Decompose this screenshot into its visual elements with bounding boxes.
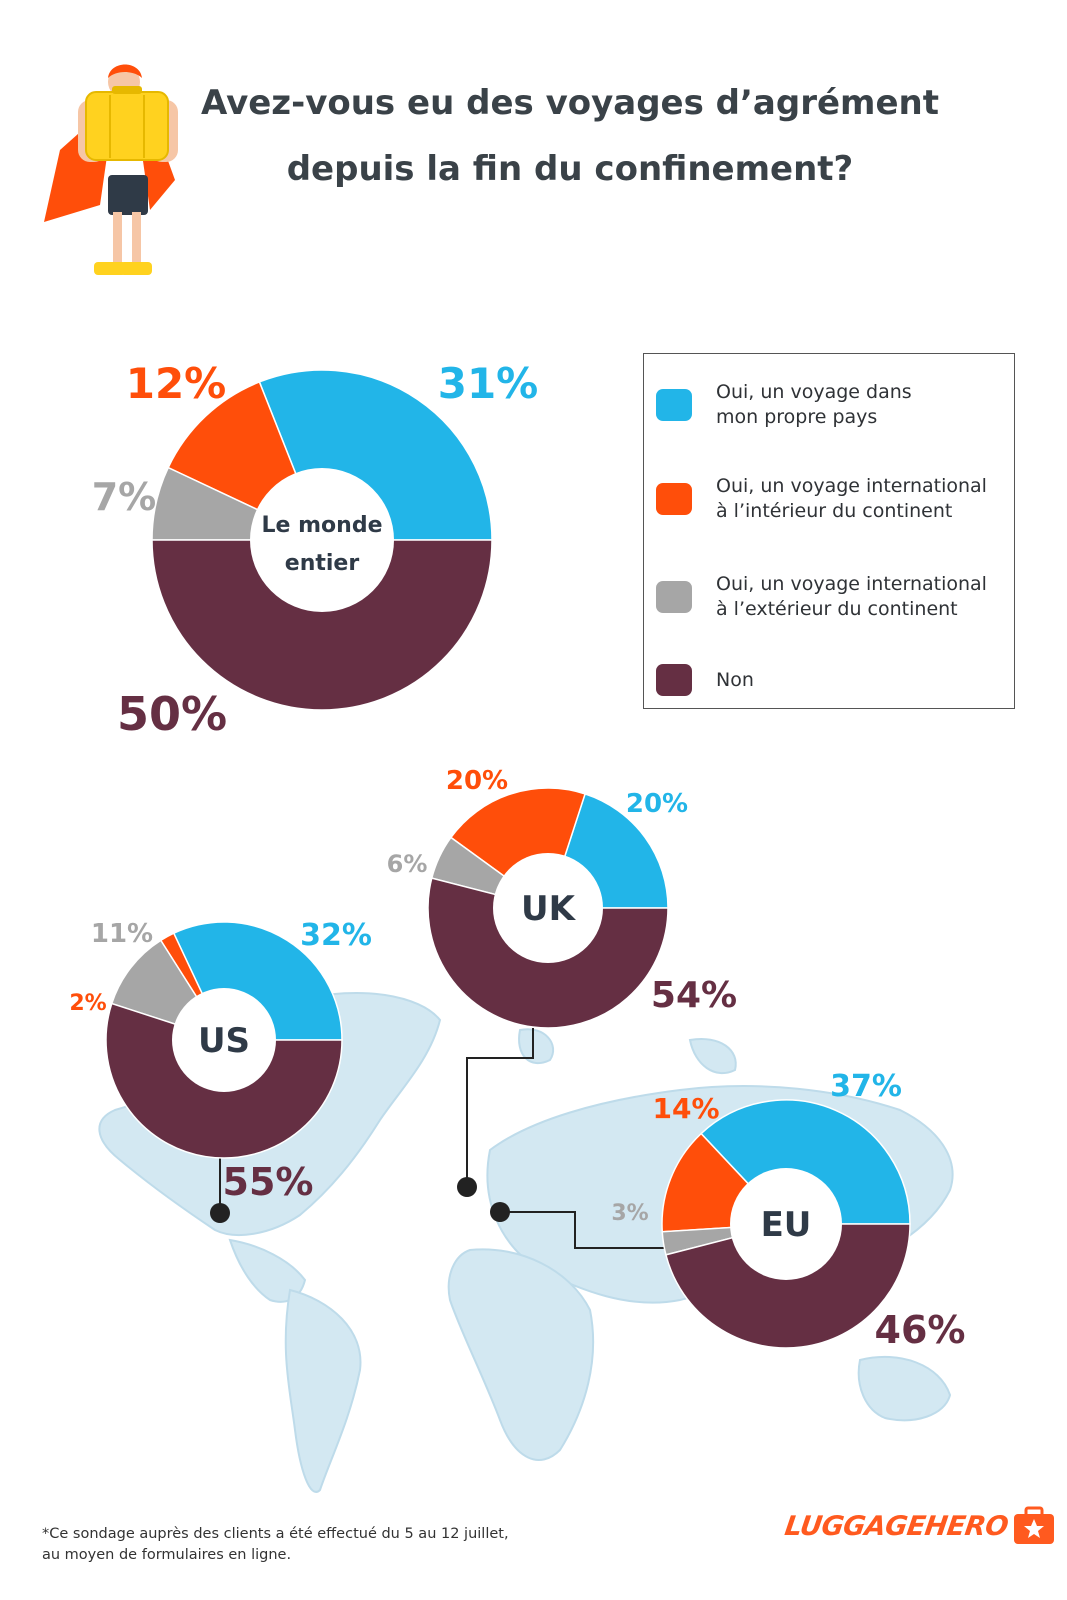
us-dot <box>210 1203 230 1223</box>
donut-center-label-uk: UK <box>521 889 577 929</box>
donut-us: US 32% 2% 11% 55% <box>69 918 372 1204</box>
donut-hole-le-monde-entier <box>250 468 394 612</box>
donut-le-monde-entier: Le monde entier 31% 12% 7% 50% <box>92 359 539 741</box>
value-label-le-monde-entier-no: 50% <box>117 687 227 741</box>
slice-eu-no <box>664 1223 911 1349</box>
donut-center-label-us: US <box>198 1021 250 1061</box>
connector-dots <box>210 1177 510 1223</box>
page-title: Avez-vous eu des voyages d’agrément depu… <box>180 70 960 202</box>
legend-label-no: Non <box>716 668 754 691</box>
slice-le-monde-entier-no <box>151 539 493 711</box>
legend: Oui, un voyage dans mon propre pays Oui,… <box>643 353 1015 709</box>
value-label-eu-outside-continent: 3% <box>611 1201 648 1226</box>
value-label-us-within-continent: 2% <box>69 991 106 1016</box>
donut-hole-uk <box>493 853 603 963</box>
legend-label-outside-continent: Oui, un voyage international à l’extérie… <box>716 573 987 620</box>
donut-hole-eu <box>730 1168 842 1280</box>
value-label-eu-domestic: 37% <box>830 1069 902 1104</box>
traveler-illustration <box>44 64 178 275</box>
title-line-1: Avez-vous eu des voyages d’agrément <box>200 83 939 123</box>
legend-item-domestic: Oui, un voyage dans mon propre pays <box>656 380 1016 430</box>
legend-swatch-outside-continent <box>656 581 692 613</box>
value-label-eu-within-continent: 14% <box>652 1092 719 1125</box>
uk-dot <box>457 1177 477 1197</box>
value-label-uk-outside-continent: 6% <box>387 850 428 878</box>
legend-swatch-no <box>656 664 692 696</box>
legend-item-no: Non <box>656 664 1016 696</box>
brand-logo: LUGGAGEHERO <box>782 1506 1056 1546</box>
donut-center-label-eu: EU <box>761 1205 812 1245</box>
slice-eu-domestic <box>700 1099 911 1225</box>
title-line-2: depuis la fin du confinement? <box>286 149 854 189</box>
value-label-le-monde-entier-within-continent: 12% <box>126 359 227 408</box>
legend-swatch-domestic <box>656 389 692 421</box>
value-label-uk-within-continent: 20% <box>446 766 508 796</box>
donut-eu: EU 37% 14% 3% 46% <box>611 1069 965 1352</box>
value-label-us-domestic: 32% <box>300 918 372 953</box>
value-label-uk-domestic: 20% <box>626 789 688 819</box>
legend-label-domestic: Oui, un voyage dans mon propre pays <box>716 381 912 428</box>
donut-uk: UK 20% 20% 6% 54% <box>387 766 737 1029</box>
eu-connector <box>500 1211 664 1249</box>
value-label-us-no: 55% <box>223 1160 314 1204</box>
value-label-us-outside-continent: 11% <box>91 919 153 949</box>
donut-center-label-le-monde-entier-1: Le monde <box>262 513 383 538</box>
footnote: *Ce sondage auprès des clients a été eff… <box>42 1526 509 1563</box>
value-label-uk-no: 54% <box>651 975 737 1016</box>
uk-connector <box>466 1028 534 1187</box>
eu-dot <box>490 1202 510 1222</box>
legend-swatch-within-continent <box>656 483 692 515</box>
donut-center-label-le-monde-entier-2: entier <box>285 551 360 576</box>
brand-name: LUGGAGEHERO <box>782 1510 1010 1542</box>
value-label-eu-no: 46% <box>875 1308 966 1352</box>
value-label-le-monde-entier-domestic: 31% <box>438 359 539 408</box>
donut-hole-us <box>172 988 276 1092</box>
legend-item-outside-continent: Oui, un voyage international à l’extérie… <box>656 572 1016 622</box>
legend-item-within-continent: Oui, un voyage international à l’intérie… <box>656 474 1016 524</box>
suitcase-star-icon <box>1013 1506 1054 1544</box>
legend-label-within-continent: Oui, un voyage international à l’intérie… <box>716 475 987 522</box>
value-label-le-monde-entier-outside-continent: 7% <box>92 475 157 519</box>
